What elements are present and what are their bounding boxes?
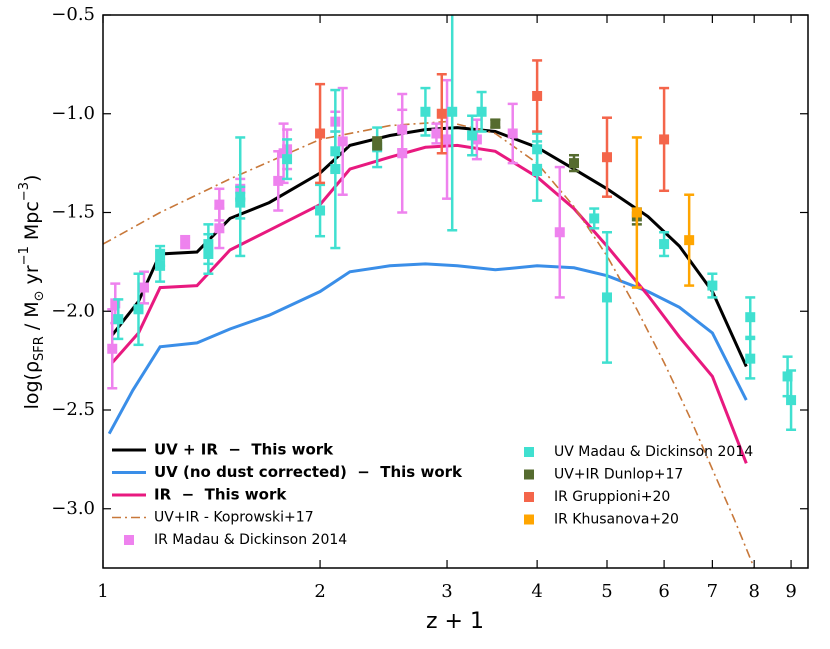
legend-label: UV + IR − This work [154,441,334,459]
marker [139,282,150,293]
y-label-part: SFR [32,336,47,361]
legend-marker [524,492,534,502]
y-tick-label: −2.5 [51,399,95,420]
y-tick-label: −1.5 [51,202,95,223]
legend-label: IR Madau & Dickinson 2014 [154,532,347,548]
marker [273,175,284,186]
x-tick-label: 4 [531,581,542,602]
x-tick-label: 1 [97,581,108,602]
marker [589,213,600,224]
marker [684,235,695,246]
marker [420,106,431,117]
marker [602,152,613,163]
y-tick-label: −0.5 [51,4,95,25]
marker [467,130,478,141]
marker [532,144,543,155]
legend-label: IR Gruppioni+20 [554,489,670,505]
x-tick-label: 9 [785,581,796,602]
marker [745,312,756,323]
y-label-part: log(ρ [21,361,43,409]
marker [110,298,121,309]
marker [337,136,348,147]
marker [315,205,326,216]
y-label-part: −1 [17,246,32,265]
series-line [103,120,755,568]
x-tick-label: 6 [658,581,669,602]
marker [782,371,793,382]
y-label-part: Mpc [21,201,43,246]
legend-label: UV Madau & Dickinson 2014 [554,444,753,460]
marker [507,128,518,139]
y-label-part: yr [21,265,43,290]
marker [203,248,214,259]
y-label-part: / M [21,301,43,336]
x-tick-label: 8 [748,581,759,602]
legend-label: IR − This work [154,486,287,504]
marker [214,223,225,234]
marker [659,134,670,145]
legend-marker [124,535,134,545]
marker [707,280,718,291]
legend-marker [524,514,534,525]
marker [214,199,225,210]
legend-marker [524,469,534,480]
marker [554,227,565,238]
marker [745,353,756,364]
axes-frame [102,14,809,569]
marker [447,106,458,117]
marker [532,90,543,101]
marker [569,158,580,169]
marker [431,128,442,139]
marker [113,314,124,325]
y-label-part: −3 [17,182,32,201]
plot-area [103,15,797,568]
series-line [107,262,748,435]
marker [631,207,642,218]
x-axis-label: z + 1 [426,609,484,634]
y-axis-label: log(ρSFR / M⊙ yr−1 Mpc−3) [17,175,47,410]
marker [786,395,797,406]
marker [532,166,543,177]
y-label-part: ) [21,175,43,182]
y-label-part: ⊙ [32,290,47,301]
marker [235,191,246,202]
legend-label: IR Khusanova+20 [554,512,679,528]
legend-marker [524,447,534,457]
marker [476,106,487,117]
marker [372,138,383,149]
y-tick-label: −3.0 [51,498,95,519]
marker [180,237,191,248]
marker [602,292,613,303]
marker [282,154,293,165]
marker [133,304,144,315]
marker [659,239,670,250]
x-tick-label: 2 [314,581,325,602]
marker [490,118,501,129]
x-tick-label: 5 [601,581,612,602]
marker [315,128,326,139]
marker [442,134,453,145]
legend-label: UV (no dust corrected) − This work [154,463,463,481]
legend-label: UV+IR Dunlop+17 [554,467,683,483]
y-tick-label: −1.0 [51,103,95,124]
marker [107,343,118,354]
x-tick-label: 7 [707,581,718,602]
marker [155,250,166,261]
marker [330,164,341,175]
marker [397,148,408,159]
y-tick-label: −2.0 [51,300,95,321]
legend-label: UV+IR - Koprowski+17 [154,510,314,526]
x-tick-label: 3 [441,581,452,602]
marker [436,108,447,119]
series-line [111,143,748,464]
